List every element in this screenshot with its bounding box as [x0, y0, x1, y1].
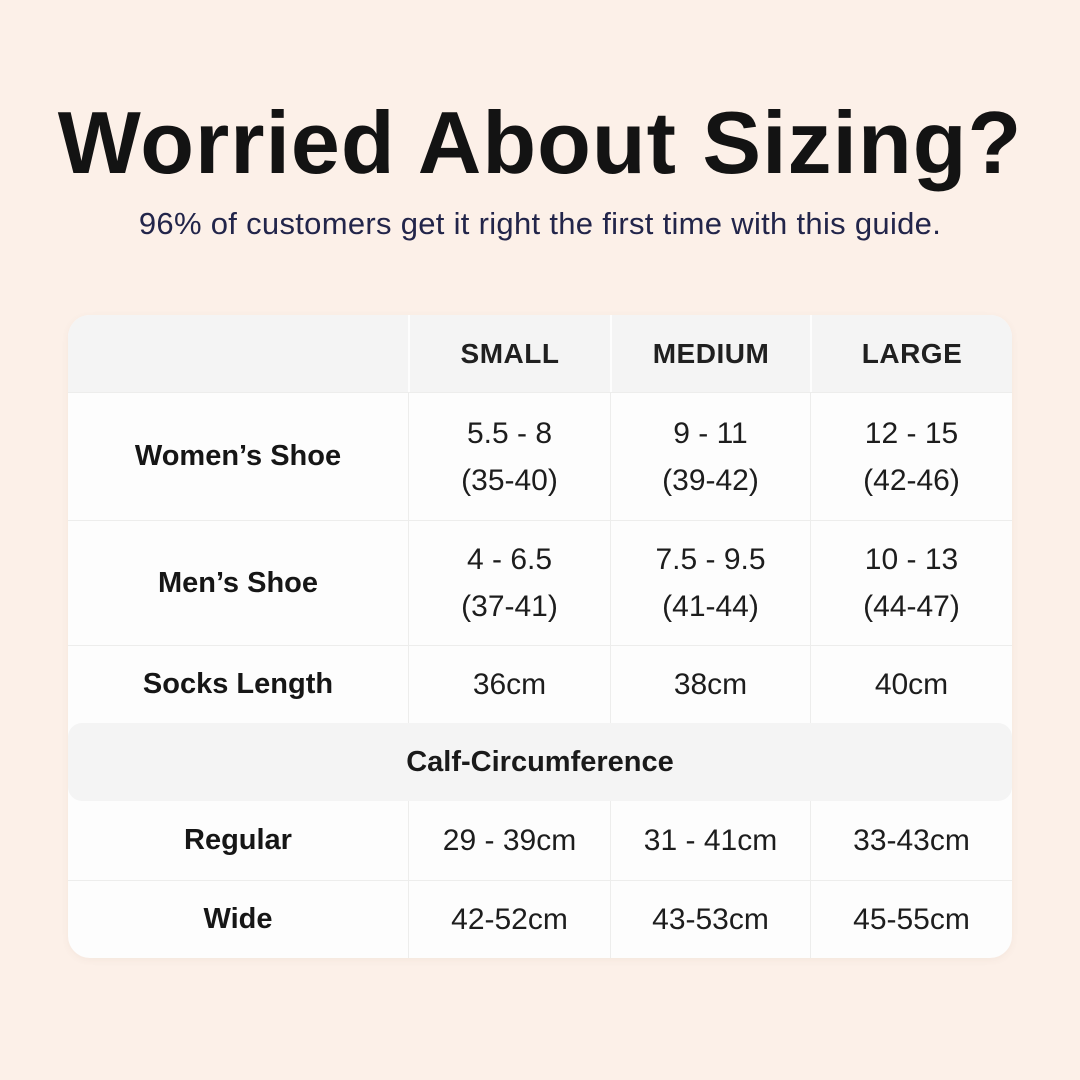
womens-shoe-medium-cell: 9 - 11 (39-42) — [610, 393, 810, 520]
value-line: (37-41) — [461, 590, 558, 623]
value-line: 33-43cm — [853, 824, 970, 857]
value-line: (44-47) — [863, 590, 960, 623]
row-wide: Wide 42-52cm 43-53cm 45-55cm — [68, 880, 1012, 958]
womens-shoe-small-cell: 5.5 - 8 (35-40) — [408, 393, 610, 520]
value-line: 29 - 39cm — [442, 824, 577, 857]
socks-length-medium-cell: 38cm — [610, 646, 810, 723]
row-mens-shoe: Men’s Shoe 4 - 6.5 (37-41) 7.5 - 9.5 (41… — [68, 520, 1012, 645]
row-label-regular: Regular — [184, 824, 292, 856]
row-label-mens-shoe: Men’s Shoe — [157, 566, 319, 599]
socks-length-large-cell: 40cm — [810, 646, 1012, 723]
value-line: (42-46) — [863, 463, 960, 497]
wide-medium-cell: 43-53cm — [610, 881, 810, 958]
value-line: 7.5 - 9.5 — [655, 543, 766, 576]
column-header-small: SMALL — [408, 315, 610, 392]
row-regular: Regular 29 - 39cm 31 - 41cm 33-43cm — [68, 801, 1012, 880]
wide-small-cell: 42-52cm — [408, 881, 610, 958]
womens-shoe-large-cell: 12 - 15 (42-46) — [810, 393, 1012, 520]
value-line: 42-52cm — [451, 903, 568, 936]
mens-shoe-large-cell: 10 - 13 (44-47) — [810, 521, 1012, 645]
row-label-wide: Wide — [203, 903, 273, 935]
value-line: 31 - 41cm — [643, 824, 778, 857]
value-line: 36cm — [472, 668, 547, 701]
regular-small-cell: 29 - 39cm — [408, 801, 610, 880]
value-line: (35-40) — [461, 463, 558, 497]
mens-shoe-medium-cell: 7.5 - 9.5 (41-44) — [610, 521, 810, 645]
value-line: (39-42) — [662, 463, 759, 497]
wide-large-cell: 45-55cm — [810, 881, 1012, 958]
value-line: (41-44) — [662, 590, 759, 623]
regular-medium-cell: 31 - 41cm — [610, 801, 810, 880]
page-title: Worried About Sizing? — [57, 93, 1023, 192]
value-line: 10 - 13 — [864, 543, 959, 576]
page-subtitle: 96% of customers get it right the first … — [138, 206, 942, 241]
column-header-large: LARGE — [810, 315, 1012, 392]
row-label-womens-shoe: Women’s Shoe — [134, 440, 342, 472]
header-spacer-cell — [68, 315, 408, 392]
row-womens-shoe: Women’s Shoe 5.5 - 8 (35-40) 9 - 11 (39-… — [68, 392, 1012, 520]
value-line: 38cm — [673, 668, 748, 701]
sizing-table: SMALL MEDIUM LARGE Women’s Shoe 5.5 - 8 … — [68, 315, 1012, 958]
column-header-medium: MEDIUM — [610, 315, 810, 392]
value-line: 40cm — [874, 668, 949, 701]
value-line: 4 - 6.5 — [466, 543, 553, 576]
mens-shoe-small-cell: 4 - 6.5 (37-41) — [408, 521, 610, 645]
row-socks-length: Socks Length 36cm 38cm 40cm — [68, 645, 1012, 723]
value-line: 9 - 11 — [673, 416, 748, 450]
value-line: 43-53cm — [652, 903, 769, 936]
value-line: 45-55cm — [853, 903, 970, 936]
value-line: 5.5 - 8 — [466, 416, 553, 450]
regular-large-cell: 33-43cm — [810, 801, 1012, 880]
table-header-row: SMALL MEDIUM LARGE — [68, 315, 1012, 392]
section-header-calf-circumference: Calf-Circumference — [68, 723, 1012, 801]
row-label-socks-length: Socks Length — [142, 668, 334, 700]
value-line: 12 - 15 — [864, 416, 959, 450]
socks-length-small-cell: 36cm — [408, 646, 610, 723]
